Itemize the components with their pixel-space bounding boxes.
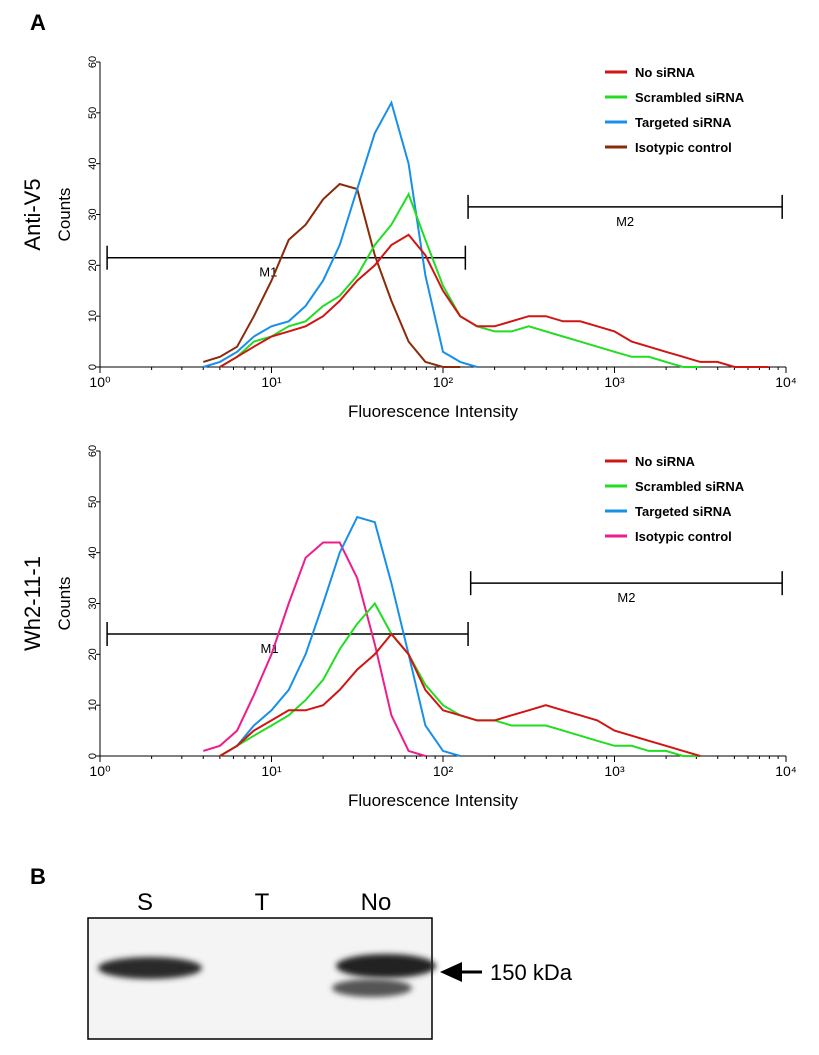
side-label: Anti-V5 [20,178,45,250]
gate-label: M2 [616,214,634,229]
x-tick-label: 10³ [604,374,625,390]
y-tick-label: 30 [87,597,99,609]
lane-label: S [137,889,153,916]
legend-label: Targeted siRNA [635,115,732,130]
arrow-head [440,962,462,982]
legend-label: Scrambled siRNA [635,90,745,105]
y-tick-label: 40 [87,547,99,559]
x-axis-label: Fluorescence Intensity [348,791,519,810]
legend-label: Isotypic control [635,529,732,544]
lane-label: T [255,889,270,916]
histogram-chart: 0 10 20 30 40 50 60 10⁰ 10¹ 10² 10³ 10⁴ Fluorescence… [20,56,797,421]
x-tick-label: 10⁰ [89,374,111,390]
x-tick-label: 10⁰ [89,763,111,779]
blot-band [336,954,436,978]
y-axis-label: Counts [55,577,74,631]
histogram-chart: 0 10 20 30 40 50 60 10⁰ 10¹ 10² 10³ 10⁴ Fluorescence… [20,445,797,810]
x-tick-label: 10² [433,374,454,390]
y-axis-label: Counts [55,188,74,242]
legend-label: Scrambled siRNA [635,479,745,494]
y-tick-label: 20 [87,648,99,660]
series-line [219,233,769,368]
legend-label: Targeted siRNA [635,504,732,519]
series-line [219,601,701,757]
panel-label: B [30,864,46,889]
gate-label: M2 [617,590,635,605]
blot-band [332,979,412,997]
series-line [219,515,461,757]
western-blot: S T No 150 kDa [87,889,573,1040]
y-tick-label: 0 [87,364,99,370]
blot-band [98,957,202,979]
legend-label: Isotypic control [635,140,732,155]
legend-label: No siRNA [635,65,696,80]
panel-label: A [30,10,46,35]
y-tick-label: 30 [87,208,99,220]
y-tick-label: 40 [87,158,99,170]
series-line [203,182,461,368]
side-label: Wh2-11-1 [20,556,45,651]
series-line [203,541,426,757]
legend-label: No siRNA [635,454,696,469]
y-tick-label: 50 [87,107,99,119]
x-tick-label: 10³ [604,763,625,779]
marker-label: 150 kDa [490,960,573,985]
series-line [219,632,701,757]
lane-label: No [361,889,392,916]
series-line [203,100,478,368]
y-tick-label: 60 [87,56,99,68]
y-tick-label: 50 [87,496,99,508]
x-tick-label: 10¹ [261,374,282,390]
y-tick-label: 20 [87,259,99,271]
y-tick-label: 0 [87,753,99,759]
y-tick-label: 10 [87,699,99,711]
x-tick-label: 10² [433,763,454,779]
y-tick-label: 10 [87,310,99,322]
x-tick-label: 10⁴ [775,763,797,779]
x-tick-label: 10⁴ [775,374,797,390]
x-axis-label: Fluorescence Intensity [348,402,519,421]
y-tick-label: 60 [87,445,99,457]
x-tick-label: 10¹ [261,763,282,779]
